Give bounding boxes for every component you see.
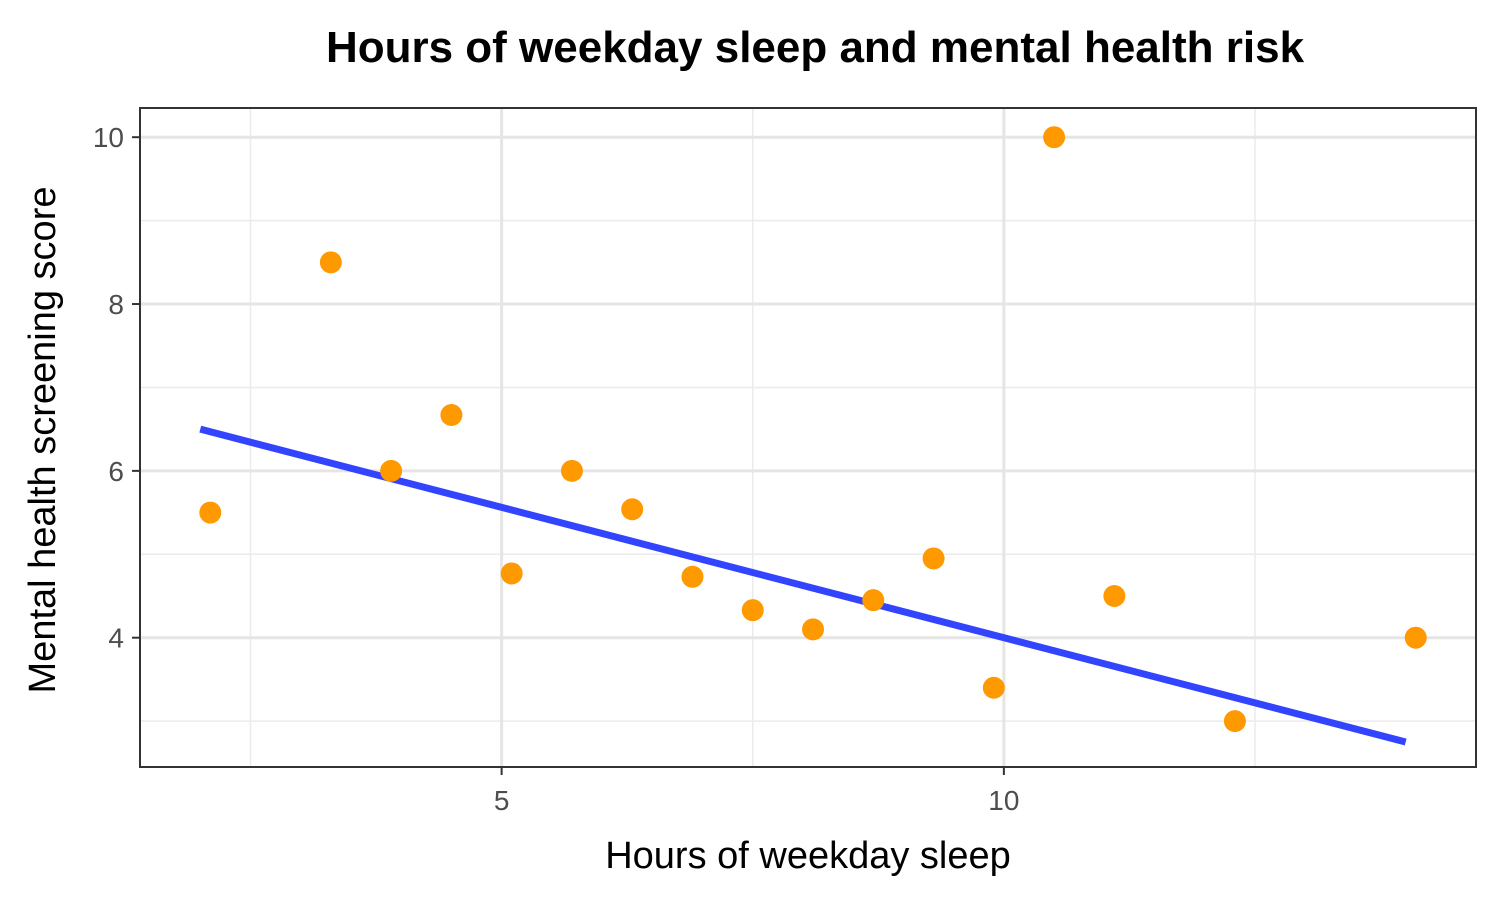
- data-point: [802, 618, 825, 641]
- x-axis-title: Hours of weekday sleep: [605, 835, 1011, 877]
- data-point: [500, 562, 523, 585]
- x-axis-ticks: 5 10: [494, 767, 1019, 816]
- data-point: [440, 403, 463, 426]
- data-point: [741, 599, 764, 622]
- data-point: [922, 547, 945, 570]
- data-point: [982, 676, 1005, 699]
- data-point: [1223, 710, 1246, 733]
- chart-title: Hours of weekday sleep and mental health…: [326, 23, 1305, 72]
- y-tick-label: 8: [108, 289, 124, 320]
- x-tick-label: 5: [494, 785, 510, 816]
- data-point: [199, 501, 222, 524]
- data-points: [199, 126, 1427, 733]
- trend-line: [199, 425, 1407, 746]
- y-axis-title: Mental health screening score: [22, 187, 64, 694]
- data-point: [560, 459, 583, 482]
- plot-border: [139, 107, 1477, 768]
- y-axis-ticks: 4 6 8 10: [93, 122, 140, 654]
- data-point: [862, 589, 885, 612]
- x-tick-label: 10: [988, 785, 1019, 816]
- y-tick-label: 10: [93, 122, 124, 153]
- data-point: [1103, 584, 1126, 607]
- data-point: [681, 565, 704, 588]
- data-point: [319, 251, 342, 274]
- data-point: [1404, 626, 1427, 649]
- plot-panel: [140, 108, 1476, 767]
- minor-gridlines: [140, 108, 1476, 767]
- y-tick-label: 4: [108, 623, 124, 654]
- data-point: [621, 498, 644, 521]
- data-point: [1043, 126, 1066, 149]
- y-tick-label: 6: [108, 456, 124, 487]
- data-point: [380, 459, 403, 482]
